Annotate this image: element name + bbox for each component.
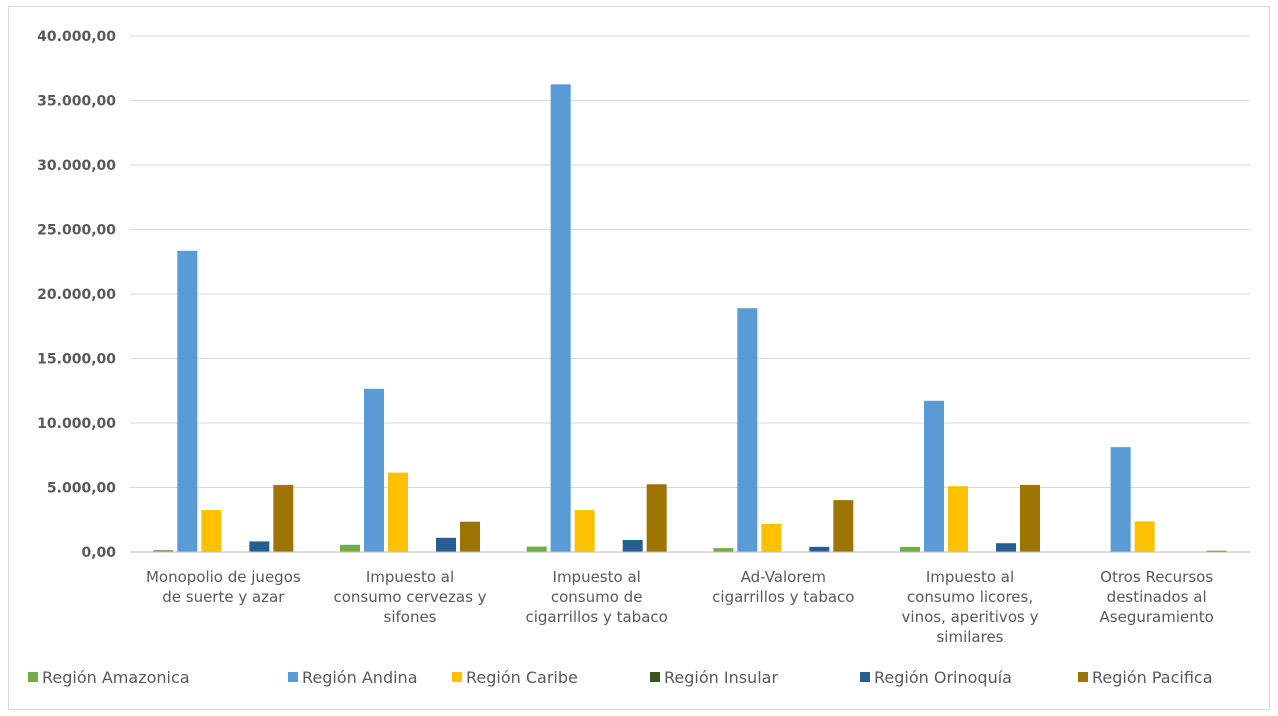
bar xyxy=(761,523,782,552)
bar xyxy=(249,541,270,552)
bar xyxy=(574,510,595,552)
legend-label: Región Andina xyxy=(302,668,418,687)
bar xyxy=(833,500,854,552)
x-tick-label: Impuesto al consumo cervezas y sifones xyxy=(333,568,486,626)
bar xyxy=(924,400,944,552)
bar xyxy=(646,484,667,552)
bar xyxy=(948,486,968,552)
legend-swatch xyxy=(452,672,462,682)
x-tick-label: Ad-Valorem cigarrillos y tabaco xyxy=(712,568,854,606)
bar xyxy=(1134,521,1155,552)
bar xyxy=(713,548,734,552)
y-tick-label: 35.000,00 xyxy=(37,94,116,110)
legend-label: Región Insular xyxy=(664,668,778,687)
bar xyxy=(273,484,294,552)
bar xyxy=(436,537,456,552)
legend-swatch xyxy=(1078,672,1088,682)
bar xyxy=(460,521,480,552)
gridlines xyxy=(130,35,1250,553)
legend-label: Región Caribe xyxy=(466,668,578,687)
bar xyxy=(340,544,360,552)
bar xyxy=(1110,447,1131,552)
y-axis: 0,00 5.000,00 10.000,00 15.000,00 20.000,00 2… xyxy=(37,29,116,561)
y-tick-label: 30.000,00 xyxy=(37,158,116,174)
legend-swatch xyxy=(288,672,298,682)
legend-label: Región Pacifica xyxy=(1092,668,1213,687)
bar xyxy=(153,550,174,552)
legend-swatch xyxy=(860,672,870,682)
bar xyxy=(550,84,571,552)
legend: Región Amazonica Región Andina Región Cari… xyxy=(28,668,1213,687)
bar xyxy=(1020,484,1040,552)
bars xyxy=(153,84,1227,552)
y-tick-label: 20.000,00 xyxy=(37,287,116,303)
legend-label: Región Orinoquía xyxy=(874,668,1012,687)
x-axis: Monopolio de juegos de suerte y azar Impue… xyxy=(130,551,1250,646)
y-tick-label: 5.000,00 xyxy=(47,481,116,497)
x-tick-label: Monopolio de juegos de suerte y azar xyxy=(146,568,301,606)
bar xyxy=(809,546,830,552)
y-tick-label: 40.000,00 xyxy=(37,29,116,45)
x-tick-label: Impuesto al consumo licores, vinos, aperit… xyxy=(902,568,1039,646)
x-tick-label: Impuesto al consumo de cigarrillos y tabac… xyxy=(526,568,668,626)
y-tick-label: 25.000,00 xyxy=(37,223,116,239)
bar xyxy=(900,546,920,552)
bar xyxy=(1206,550,1227,552)
y-tick-label: 0,00 xyxy=(81,545,116,561)
legend-label: Región Amazonica xyxy=(42,668,190,687)
y-tick-label: 15.000,00 xyxy=(37,352,116,368)
bar xyxy=(622,540,643,552)
bar xyxy=(177,250,198,552)
legend-swatch xyxy=(650,672,660,682)
bar xyxy=(996,543,1016,552)
bar xyxy=(364,388,384,552)
bar xyxy=(388,472,408,552)
bar xyxy=(526,546,547,552)
x-tick-label: Otros Recursos destinados al Aseguramiento xyxy=(1100,568,1214,626)
legend-swatch xyxy=(28,672,38,682)
bar xyxy=(737,308,758,552)
y-tick-label: 10.000,00 xyxy=(37,416,116,432)
bar xyxy=(201,510,222,552)
